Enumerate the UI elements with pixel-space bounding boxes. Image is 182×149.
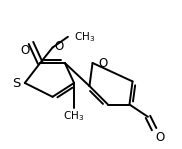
Text: O: O: [98, 57, 107, 70]
Text: S: S: [13, 77, 21, 90]
Text: O: O: [20, 45, 29, 58]
Text: CH$_3$: CH$_3$: [64, 109, 85, 123]
Text: CH$_3$: CH$_3$: [74, 30, 95, 44]
Text: O: O: [54, 40, 63, 53]
Text: O: O: [156, 131, 165, 144]
